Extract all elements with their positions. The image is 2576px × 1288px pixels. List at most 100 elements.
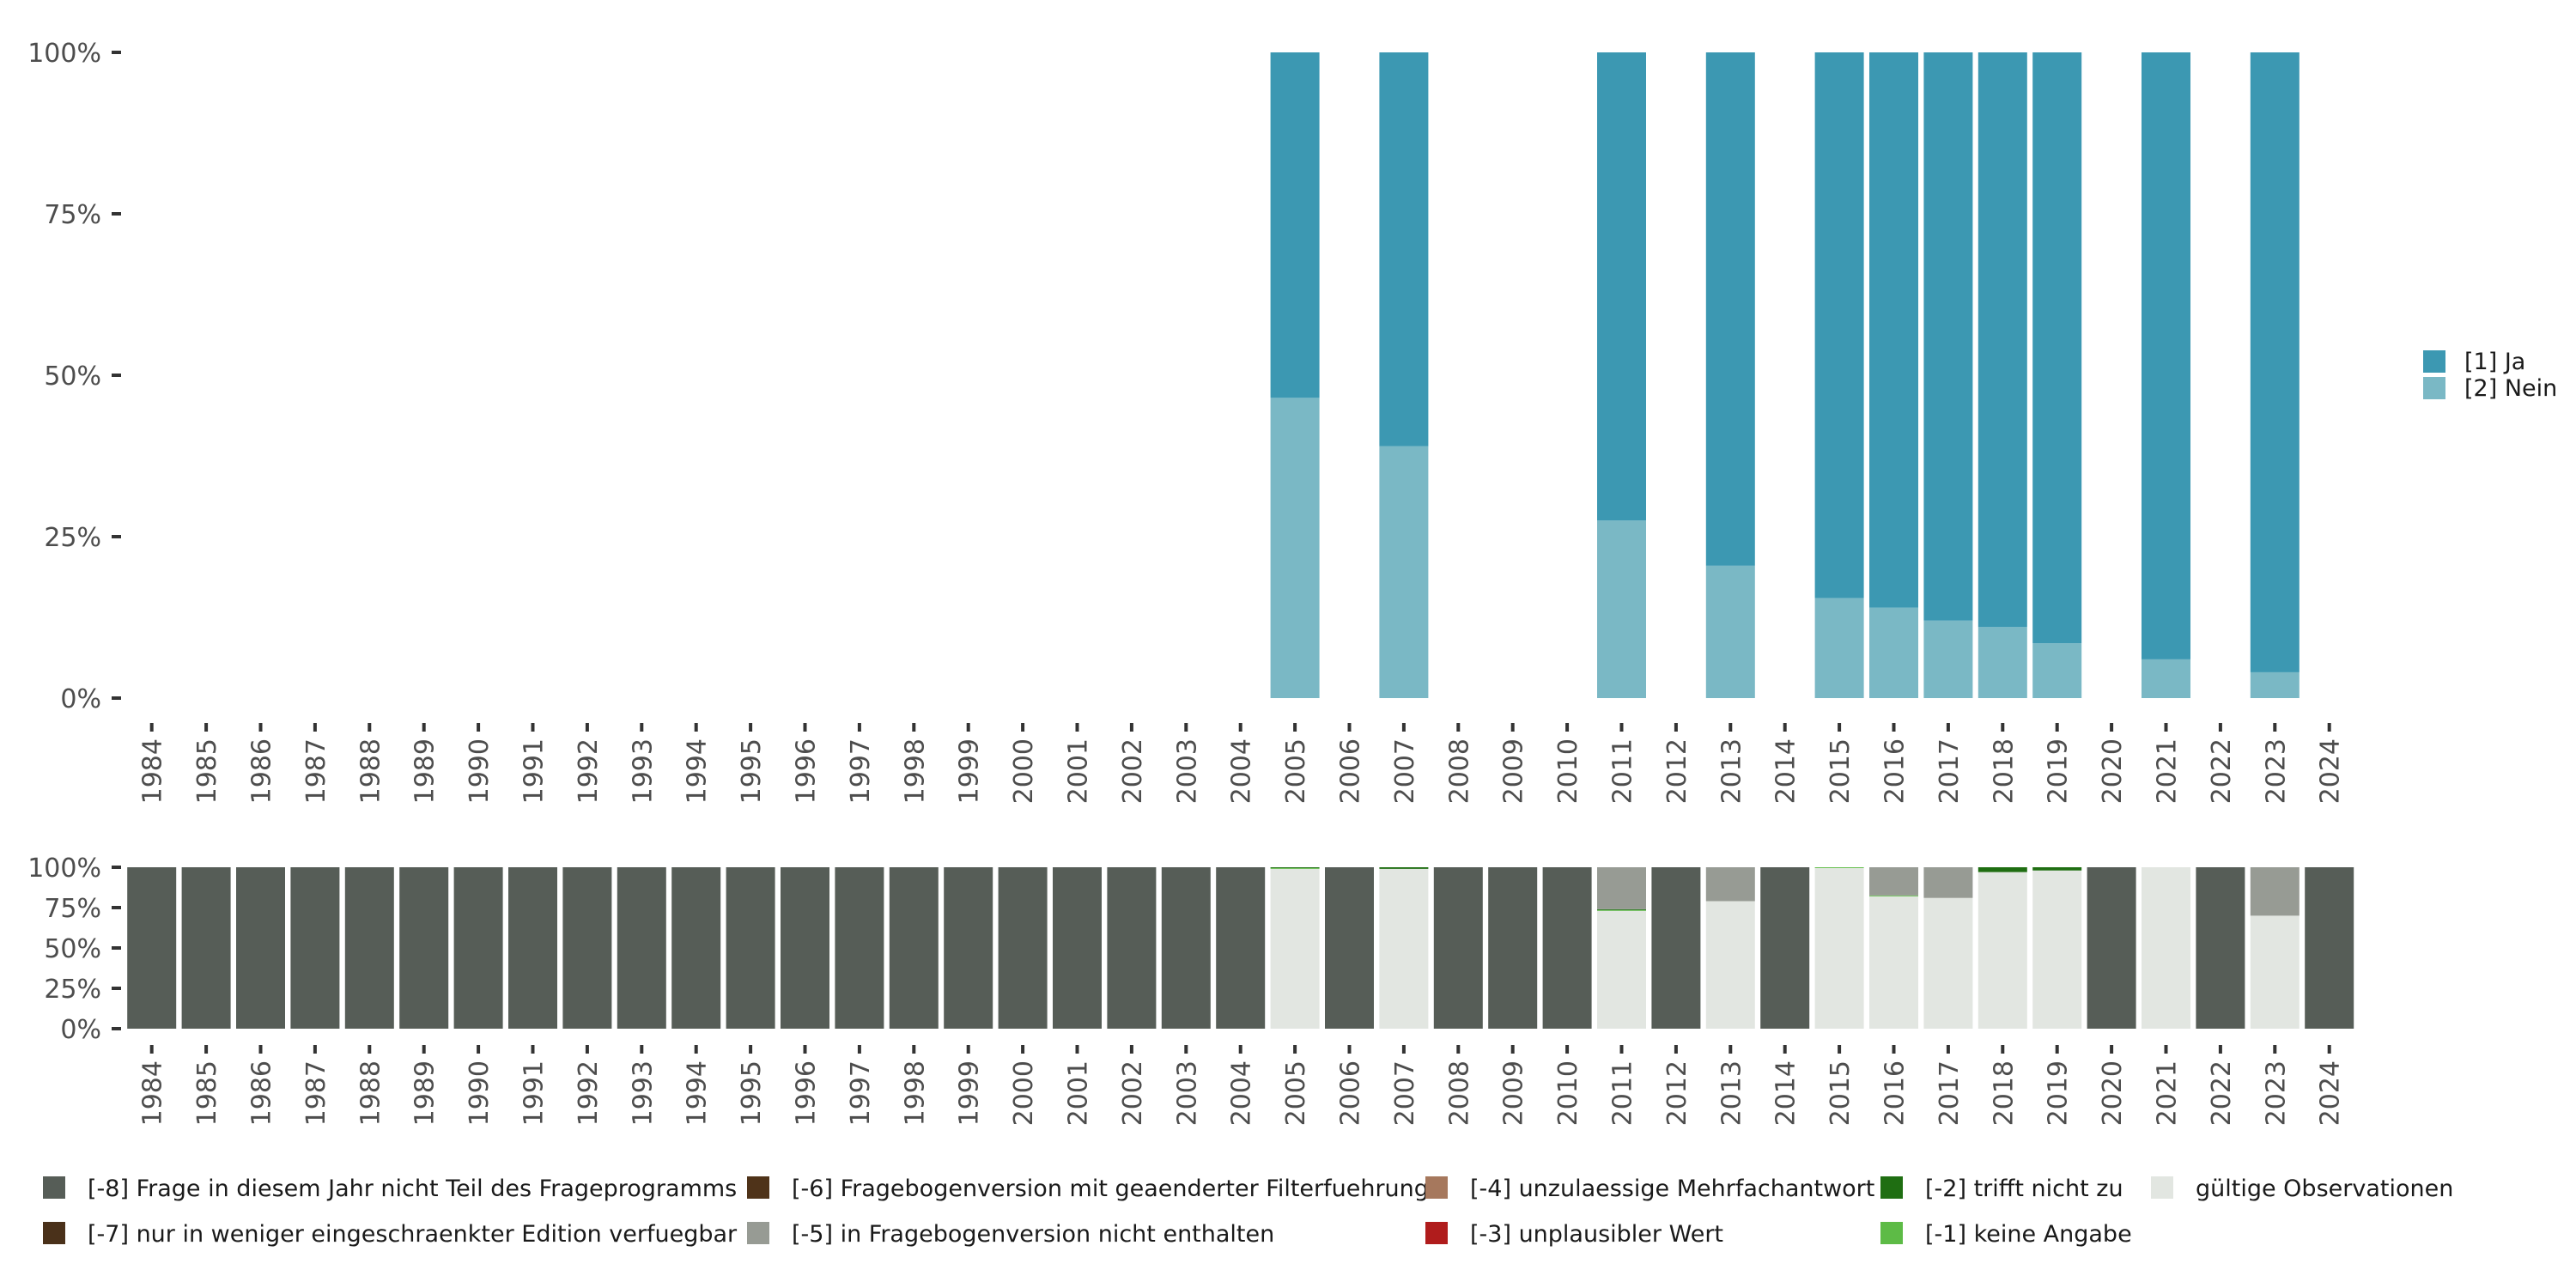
bottom-bar-1997-8-frage-in-diesem-jahr-nicht-teil-des-frageprogramms xyxy=(835,867,884,1029)
bottom-legend-label-6-fragebogenversion-mit-geaenderter-filterfuehrung: [-6] Fragebogenversion mit geaenderter F… xyxy=(792,1176,1429,1202)
top-x-tick-label: 2024 xyxy=(2316,738,2346,804)
bottom-bar-1989-8-frage-in-diesem-jahr-nicht-teil-des-frageprogramms xyxy=(399,867,449,1029)
top-x-tick-label: 2014 xyxy=(1771,738,1801,804)
bottom-legend-swatch-8-frage-in-diesem-jahr-nicht-teil-des-frageprogramms xyxy=(43,1176,65,1199)
bottom-bar-2008-8-frage-in-diesem-jahr-nicht-teil-des-frageprogramms xyxy=(1433,867,1483,1029)
bottom-x-tick-label: 2002 xyxy=(1118,1060,1148,1126)
top-y-tick-label: 100% xyxy=(27,39,101,69)
top-y-tick-label: 25% xyxy=(44,523,101,553)
bottom-x-tick-label: 1999 xyxy=(955,1060,985,1126)
bottom-x-tick-label: 2022 xyxy=(2207,1060,2237,1126)
bottom-bar-1993-8-frage-in-diesem-jahr-nicht-teil-des-frageprogramms xyxy=(617,867,666,1029)
bottom-bar-2002-8-frage-in-diesem-jahr-nicht-teil-des-frageprogramms xyxy=(1107,867,1157,1029)
bottom-bar-2013-g-ltige-observationen xyxy=(1705,901,1755,1029)
top-bar-2007-2-nein xyxy=(1379,446,1429,698)
top-x-tick-label: 2007 xyxy=(1390,738,1420,804)
bottom-x-tick-label: 1984 xyxy=(138,1060,168,1126)
bottom-x-tick-label: 1986 xyxy=(247,1060,277,1126)
top-bar-2023-1-ja xyxy=(2250,52,2300,672)
top-x-tick-label: 2016 xyxy=(1880,738,1911,804)
bottom-legend-swatch-2-trifft-nicht-zu xyxy=(1880,1176,1903,1199)
top-x-tick-label: 2019 xyxy=(2044,738,2074,804)
top-bar-2005-1-ja xyxy=(1270,52,1320,398)
bottom-chart-panel: 0% 25% 50% 75% 100% 1984 1985 1986 1987 1988 1989 1… xyxy=(27,854,2354,1126)
bottom-legend-swatch-5-in-fragebogenversion-nicht-enthalten xyxy=(747,1222,769,1244)
top-bar-2023-2-nein xyxy=(2250,671,2300,698)
top-x-tick-label: 1996 xyxy=(792,738,822,804)
bottom-bar-2018-g-ltige-observationen xyxy=(1978,872,2027,1029)
top-bar-2015-1-ja xyxy=(1814,52,1864,598)
bottom-x-tick-label: 2017 xyxy=(1935,1060,1965,1126)
bottom-x-tick-label: 1994 xyxy=(683,1060,713,1126)
bottom-x-tick-label: 2009 xyxy=(1499,1060,1529,1126)
top-bar-2011-1-ja xyxy=(1597,52,1646,521)
top-x-tick-label: 2010 xyxy=(1553,738,1583,804)
bottom-bar-2007-2-trifft-nicht-zu xyxy=(1379,867,1429,869)
bottom-x-tick-label: 2015 xyxy=(1826,1060,1856,1126)
top-x-tick-label: 1999 xyxy=(955,738,985,804)
top-x-tick-label: 2012 xyxy=(1662,738,1692,804)
bottom-x-tick-label: 2011 xyxy=(1608,1060,1638,1126)
bottom-x-tick-label: 1987 xyxy=(301,1060,331,1126)
bottom-bar-1998-8-frage-in-diesem-jahr-nicht-teil-des-frageprogramms xyxy=(889,867,939,1029)
bottom-x-tick-label: 2023 xyxy=(2261,1060,2291,1126)
top-y-tick-label: 0% xyxy=(60,684,101,714)
top-x-tick-label: 2015 xyxy=(1826,738,1856,804)
bottom-legend-swatch-4-unzulaessige-mehrfachantwort xyxy=(1425,1176,1448,1199)
top-x-tick-label: 2017 xyxy=(1935,738,1965,804)
bottom-legend-swatch-3-unplausibler-wert xyxy=(1425,1222,1448,1244)
top-x-tick-label: 2022 xyxy=(2207,738,2237,804)
bottom-x-tick-label: 1998 xyxy=(900,1060,930,1126)
bottom-y-tick-label: 50% xyxy=(44,934,101,964)
bottom-x-tick-label: 1995 xyxy=(737,1060,767,1126)
top-x-tick-label: 1994 xyxy=(683,738,713,804)
bottom-x-tick-label: 1992 xyxy=(574,1060,604,1126)
top-legend-label-1-ja: [1] Ja xyxy=(2464,349,2525,375)
bottom-bar-2014-8-frage-in-diesem-jahr-nicht-teil-des-frageprogramms xyxy=(1760,867,1810,1029)
bottom-y-tick-label: 25% xyxy=(44,975,101,1005)
bottom-legend-swatch-1-keine-angabe xyxy=(1880,1222,1903,1244)
bottom-bar-1992-8-frage-in-diesem-jahr-nicht-teil-des-frageprogramms xyxy=(562,867,612,1029)
bottom-bar-2024-8-frage-in-diesem-jahr-nicht-teil-des-frageprogramms xyxy=(2305,867,2354,1029)
bottom-legend-label-4-unzulaessige-mehrfachantwort: [-4] unzulaessige Mehrfachantwort xyxy=(1470,1176,1874,1202)
bottom-legend-label-7-nur-in-weniger-eingeschraenkter-edition-verfuegbar: [-7] nur in weniger eingeschraenkter Edi… xyxy=(88,1221,738,1248)
bottom-x-tick-label: 2008 xyxy=(1444,1060,1474,1126)
bottom-bar-1996-8-frage-in-diesem-jahr-nicht-teil-des-frageprogramms xyxy=(781,867,829,1029)
bottom-bar-2006-8-frage-in-diesem-jahr-nicht-teil-des-frageprogramms xyxy=(1325,867,1374,1029)
top-bar-2016-1-ja xyxy=(1869,52,1918,608)
top-bar-2013-2-nein xyxy=(1705,565,1755,698)
top-x-tick-label: 1986 xyxy=(247,738,277,804)
top-legend-label-2-nein: [2] Nein xyxy=(2464,375,2557,402)
top-x-tick-label: 1990 xyxy=(465,738,495,804)
top-x-tick-label: 2009 xyxy=(1499,738,1529,804)
top-chart-panel: 0% 25% 50% 75% 100% 1984 1985 1986 1987 1988 1989 1… xyxy=(27,39,2345,804)
bottom-x-tick-label: 2001 xyxy=(1064,1060,1094,1126)
top-bar-2021-2-nein xyxy=(2142,659,2190,698)
bottom-x-tick-label: 2018 xyxy=(1989,1060,2019,1126)
bottom-bar-1987-8-frage-in-diesem-jahr-nicht-teil-des-frageprogramms xyxy=(290,867,340,1029)
top-x-tick-label: 1988 xyxy=(355,738,386,804)
bottom-x-tick-label: 2010 xyxy=(1553,1060,1583,1126)
bottom-x-tick-label: 2024 xyxy=(2316,1060,2346,1126)
bottom-bar-2022-8-frage-in-diesem-jahr-nicht-teil-des-frageprogramms xyxy=(2196,867,2245,1029)
bottom-x-tick-label: 2003 xyxy=(1172,1060,1202,1126)
top-legend-swatch-1-ja xyxy=(2423,350,2445,373)
bottom-y-tick-label: 75% xyxy=(44,894,101,924)
bottom-legend-label-g-ltige-observationen: gültige Observationen xyxy=(2196,1176,2453,1202)
top-x-tick-label: 1989 xyxy=(410,738,440,804)
bottom-legend-label-2-trifft-nicht-zu: [-2] trifft nicht zu xyxy=(1925,1176,2123,1202)
top-chart-legend: [1] Ja[2] Nein xyxy=(2423,349,2557,402)
top-x-tick-label: 1995 xyxy=(737,738,767,804)
bottom-chart-legend: [-8] Frage in diesem Jahr nicht Teil des… xyxy=(43,1176,2453,1248)
top-x-tick-label: 2001 xyxy=(1064,738,1094,804)
bottom-bar-1991-8-frage-in-diesem-jahr-nicht-teil-des-frageprogramms xyxy=(508,867,557,1029)
bottom-y-tick-label: 100% xyxy=(27,854,101,884)
bottom-x-tick-label: 2004 xyxy=(1227,1060,1257,1126)
top-bar-2018-1-ja xyxy=(1978,52,2027,628)
bottom-x-tick-label: 2020 xyxy=(2098,1060,2128,1126)
top-x-tick-label: 1993 xyxy=(628,738,658,804)
top-x-tick-label: 2005 xyxy=(1281,738,1311,804)
bottom-bar-2012-8-frage-in-diesem-jahr-nicht-teil-des-frageprogramms xyxy=(1651,867,1701,1029)
bottom-bar-2017-g-ltige-observationen xyxy=(1923,897,1973,1029)
top-bar-2017-2-nein xyxy=(1923,620,1973,698)
